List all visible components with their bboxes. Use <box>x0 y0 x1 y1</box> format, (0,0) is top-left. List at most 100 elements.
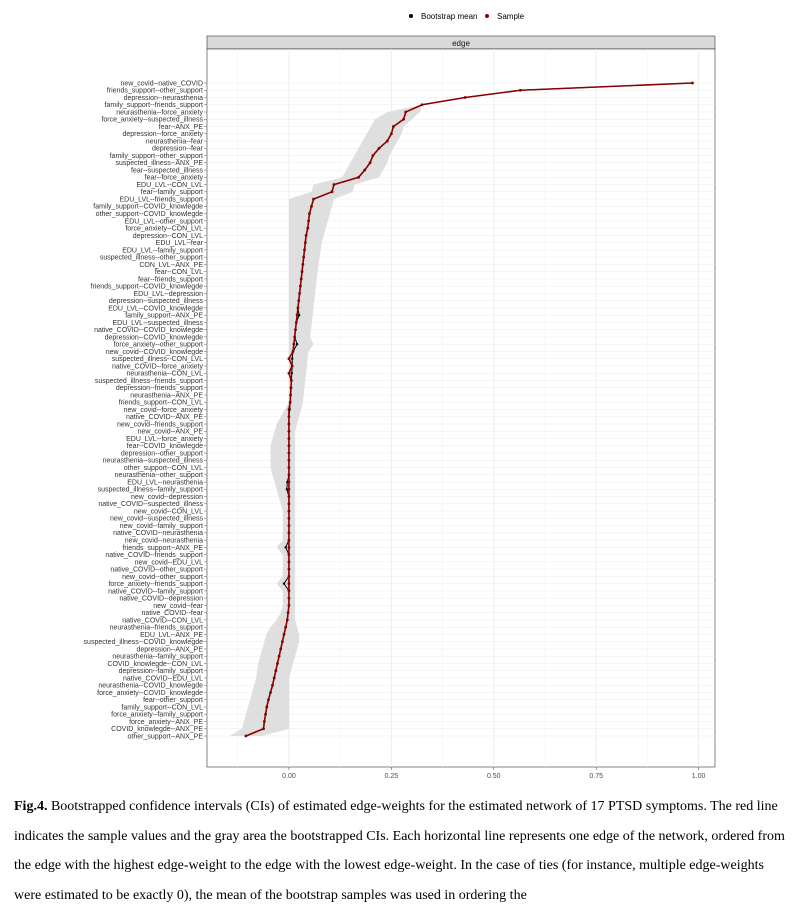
bootstrap-mean-point <box>282 582 286 585</box>
y-tick-label: other_support--CON_LVL <box>124 465 203 472</box>
y-tick-label: neurasthenia--force_anxiety <box>116 109 203 116</box>
sample-point <box>463 96 467 99</box>
y-tick-label: other_support--COVID_knowlegde <box>96 211 203 218</box>
sample-point <box>287 538 291 542</box>
sample-point <box>287 408 291 411</box>
y-tick-label: depression--family_support <box>119 668 203 675</box>
sample-point <box>265 705 269 709</box>
sample-point <box>280 640 284 644</box>
sample-point <box>289 379 293 382</box>
y-tick-label: suspected_illness--CON_LVL <box>112 356 203 363</box>
y-tick-label: friends_support--CON_LVL <box>119 400 203 407</box>
y-tick-label: native_COVID--EDU_LVL <box>123 675 203 682</box>
sample-point <box>287 495 291 498</box>
y-tick-label: new_covid--ANX_PE <box>138 429 204 436</box>
sample-point <box>287 357 291 361</box>
sample-point <box>357 175 360 179</box>
sample-point <box>287 415 291 419</box>
y-tick-label: neurasthenia--friends_support <box>110 625 203 632</box>
caption-fig-label: Fig.4. <box>14 799 48 814</box>
line-layer <box>244 81 694 738</box>
legend: Bootstrap mean Sample <box>409 12 525 21</box>
sample-point <box>287 502 291 506</box>
sample-point <box>404 110 408 114</box>
sample-point <box>295 313 299 317</box>
y-tick-label: fear--ANX_PE <box>159 124 204 131</box>
y-tick-label: native_COVID--ANX_PE <box>126 414 203 421</box>
sample-point <box>368 161 372 165</box>
sample-point <box>294 328 297 332</box>
y-tick-label: EDU_LVL--depression <box>133 291 203 298</box>
sample-point <box>312 197 315 201</box>
y-tick-label: new_covid--suspected_illness <box>110 516 203 523</box>
sample-point <box>287 429 291 433</box>
y-tick-label: neurasthenia--suspected_illness <box>103 458 204 465</box>
bootstrap-mean-point <box>297 313 301 317</box>
y-tick-label: force_anxiety--family_support <box>111 712 203 719</box>
sample-point <box>371 154 375 157</box>
sample-point <box>389 132 393 136</box>
y-tick-label: native_COVID--COVID_knowlegde <box>94 327 203 334</box>
sample-point <box>287 567 291 571</box>
y-tick-label: new_covid--friends_support <box>117 421 203 428</box>
y-tick-label: depression--other_support <box>121 450 203 457</box>
y-tick-label: fear--friends_support <box>138 276 203 283</box>
sample-point <box>299 277 303 281</box>
sample-point <box>287 596 291 600</box>
caption-text: Bootstrapped confidence intervals (CIs) … <box>14 799 785 903</box>
sample-point <box>269 691 272 694</box>
y-tick-label: fear--other_support <box>143 697 203 704</box>
sample-point <box>297 299 301 303</box>
y-tick-label: friends_support--other_support <box>107 88 203 95</box>
y-tick-label: new_covid--depression <box>131 494 203 501</box>
y-tick-label: COVID_knowlegde--CON_LVL <box>107 661 203 668</box>
sample-point <box>287 516 291 520</box>
sample-point <box>276 662 279 665</box>
y-tick-label: family_support--COVID_knowlegde <box>93 204 203 211</box>
sample-point <box>290 364 294 368</box>
sample-point <box>303 248 306 252</box>
y-tick-label: native_COVID--CON_LVL <box>122 617 203 624</box>
y-tick-label: fear--family_support <box>141 189 203 196</box>
sample-point <box>294 321 298 324</box>
facet-strip-title: edge <box>452 39 470 48</box>
sample-point <box>296 306 300 310</box>
y-tick-label: EDU_LVL--CON_LVL <box>136 182 203 189</box>
y-tick-label: depression--neurasthenia <box>124 95 203 102</box>
y-tick-label: EDU_LVL--other_support <box>125 218 204 225</box>
y-tick-label: suspected_illness--other_support <box>100 255 203 262</box>
sample-point <box>277 654 281 658</box>
sample-point <box>262 727 265 731</box>
sample-point <box>287 574 291 578</box>
y-tick-label: EDU_LVL--force_anxiety <box>126 436 203 443</box>
sample-point <box>287 444 291 448</box>
y-tick-label: depression--suspected_illness <box>109 298 204 305</box>
y-tick-label: family_support--ANX_PE <box>125 313 203 320</box>
sample-point <box>287 553 291 557</box>
sample-point <box>304 233 308 237</box>
y-tick-label: neurasthenia--ANX_PE <box>130 392 203 399</box>
y-tick-label: new_covid--COVID_knowlegde <box>106 349 203 356</box>
sample-point <box>279 647 283 651</box>
y-tick-label: EDU_LVL--COVID_knowlegde <box>108 305 203 312</box>
y-tick-label: new_covid--neurasthenia <box>125 538 203 545</box>
sample-point <box>287 545 291 549</box>
x-tick-label: 1.00 <box>692 773 706 780</box>
sample-point <box>332 183 336 186</box>
figure-caption: Fig.4. Bootstrapped confidence intervals… <box>14 792 794 910</box>
bootstrap-mean-point <box>284 546 287 549</box>
sample-point <box>300 270 304 274</box>
y-tick-label: suspected_illness--COVID_knowlegde <box>84 639 204 646</box>
sample-point <box>287 582 291 586</box>
sample-point <box>287 422 291 426</box>
y-tick-label: depression--ANX_PE <box>136 646 203 653</box>
y-tick-label: force_anxiety--suspected_illness <box>101 117 203 124</box>
y-tick-label: family_support--other_support <box>110 153 203 160</box>
sample-point <box>287 560 291 564</box>
legend-sample-label: Sample <box>497 12 525 21</box>
y-tick-label: neurasthenia--fear <box>146 138 204 145</box>
y-tick-label: new_covid--family_support <box>120 523 203 530</box>
sample-point <box>287 451 291 455</box>
sample-point <box>287 458 291 462</box>
y-tick-label: fear--COVID_knowlegde <box>127 443 203 450</box>
